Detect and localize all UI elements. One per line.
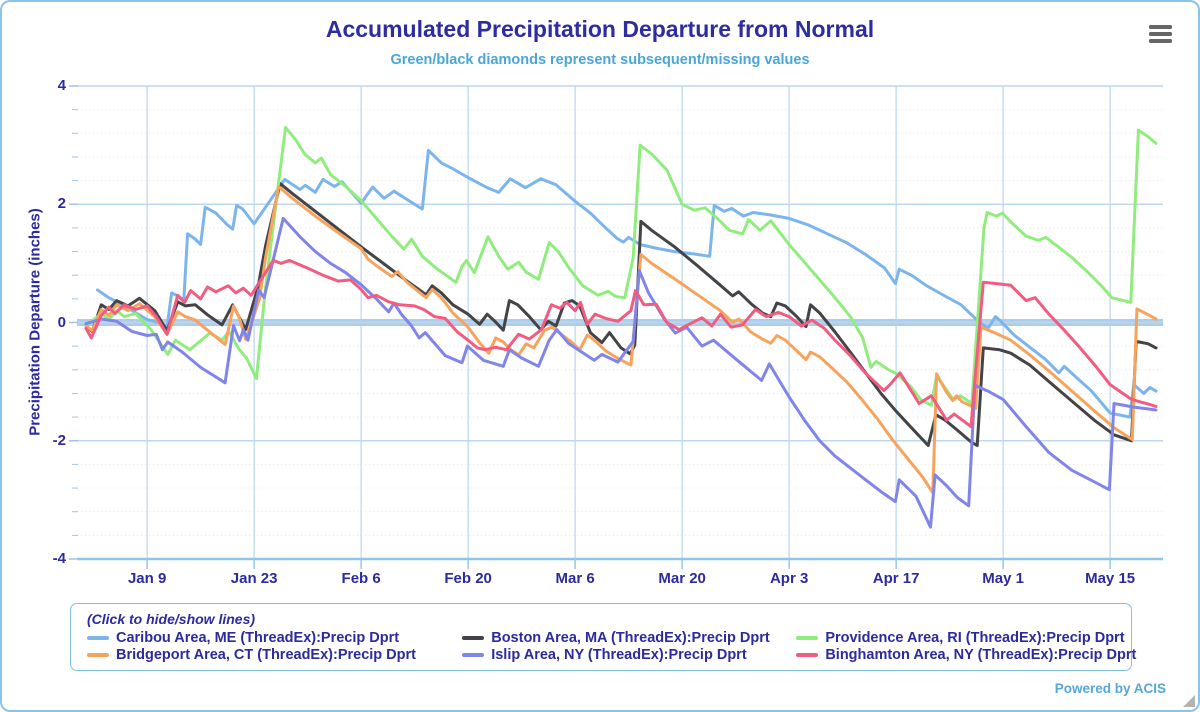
legend-swatch-islip xyxy=(462,653,485,657)
legend-label: Caribou Area, ME (ThreadEx):Precip Dprt xyxy=(116,630,400,646)
y-tick-label: 4 xyxy=(57,77,66,94)
x-tick-label: Jan 23 xyxy=(230,570,278,587)
legend-item-binghamton[interactable]: Binghamton Area, NY (ThreadEx):Precip Dp… xyxy=(796,647,1136,663)
series-line-islip[interactable] xyxy=(84,216,1158,529)
x-tick-label: Jan 9 xyxy=(127,570,167,587)
legend-label: Binghamton Area, NY (ThreadEx):Precip Dp… xyxy=(825,647,1137,663)
y-tick-label: 2 xyxy=(57,195,66,213)
legend-swatch-bridgeport xyxy=(87,653,109,657)
resize-handle[interactable] xyxy=(1183,695,1195,707)
legend-swatch-providence xyxy=(796,636,819,640)
legend-item-bridgeport[interactable]: Bridgeport Area, CT (ThreadEx):Precip Dp… xyxy=(87,647,462,663)
legend-items: Caribou Area, ME (ThreadEx):Precip Dprt B… xyxy=(87,630,1136,663)
legend-label: Islip Area, NY (ThreadEx):Precip Dprt xyxy=(491,647,747,663)
legend-swatch-boston xyxy=(462,636,485,640)
y-tick-label: 0 xyxy=(57,313,66,331)
x-tick-label: Feb 20 xyxy=(444,570,492,587)
y-tick-label: -2 xyxy=(52,431,66,449)
legend-item-providence[interactable]: Providence Area, RI (ThreadEx):Precip Dp… xyxy=(796,630,1125,646)
hamburger-menu-icon[interactable] xyxy=(1146,21,1174,47)
powered-by-acis-link[interactable]: Powered by ACIS xyxy=(1054,681,1166,696)
x-tick-label: Mar 6 xyxy=(555,570,595,587)
x-tick-label: Mar 20 xyxy=(658,570,706,587)
legend: (Click to hide/show lines) Caribou Area,… xyxy=(70,603,1136,671)
series-line-providence[interactable] xyxy=(84,125,1158,407)
x-tick-label: Apr 3 xyxy=(769,570,809,587)
x-tick-label: May 15 xyxy=(1085,570,1136,587)
legend-label: Bridgeport Area, CT (ThreadEx):Precip Dp… xyxy=(116,647,416,663)
x-tick-label: Feb 6 xyxy=(341,570,381,587)
series-line-binghamton[interactable] xyxy=(84,258,1158,429)
series-line-bridgeport[interactable] xyxy=(84,185,1158,495)
x-tick-label: May 1 xyxy=(982,570,1024,587)
legend-label: Providence Area, RI (ThreadEx):Precip Dp… xyxy=(825,630,1125,646)
chart-title: Accumulated Precipitation Departure from… xyxy=(325,16,875,42)
legend-item-boston[interactable]: Boston Area, MA (ThreadEx):Precip Dprt xyxy=(462,630,796,646)
legend-swatch-caribou xyxy=(87,636,109,640)
series-line-caribou[interactable] xyxy=(96,148,1158,419)
chart-subtitle: Green/black diamonds represent subsequen… xyxy=(390,52,810,68)
series-line-boston[interactable] xyxy=(84,182,1158,447)
legend-label: Boston Area, MA (ThreadEx):Precip Dprt xyxy=(491,630,770,646)
legend-item-islip[interactable]: Islip Area, NY (ThreadEx):Precip Dprt xyxy=(462,647,796,663)
legend-swatch-binghamton xyxy=(796,653,819,657)
legend-hint: (Click to hide/show lines) xyxy=(87,611,256,627)
y-tick-label: -4 xyxy=(52,550,66,567)
legend-item-caribou[interactable]: Caribou Area, ME (ThreadEx):Precip Dprt xyxy=(87,630,462,646)
x-tick-label: Apr 17 xyxy=(872,570,920,587)
